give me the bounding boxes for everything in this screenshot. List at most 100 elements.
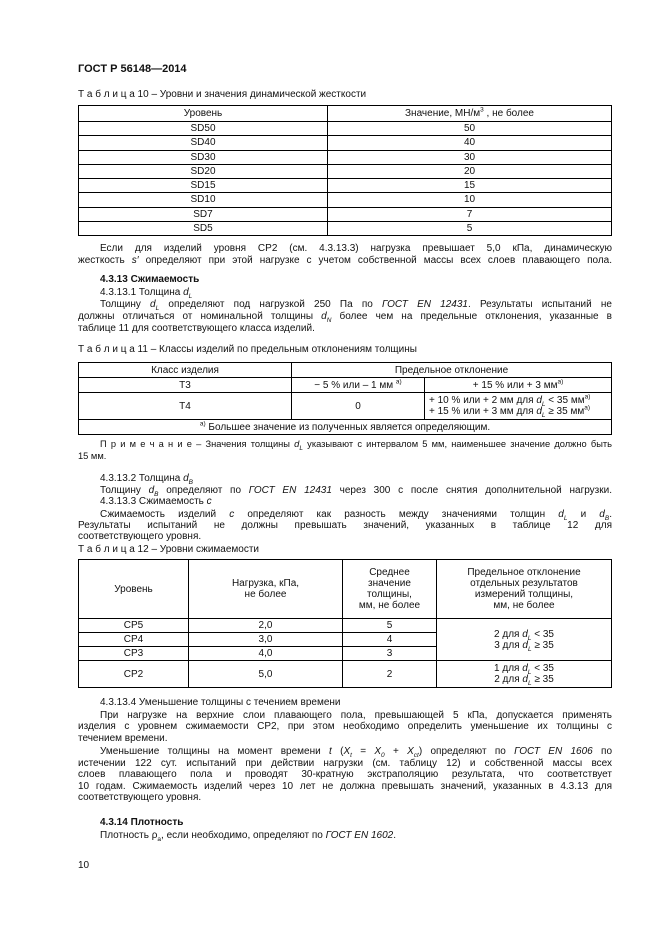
table-cell: 2 для dL < 35 3 для dL ≥ 35 bbox=[436, 618, 612, 661]
inline-term: ГОСТ EN 1606 bbox=[514, 746, 593, 757]
table-row: СР5 2,0 5 2 для dL < 35 3 для dL ≥ 35 bbox=[78, 618, 612, 661]
table-10: Уровень Значение, МН/м3 , не более SD50 5… bbox=[78, 105, 612, 237]
text-line: измерений толщины, bbox=[474, 589, 574, 600]
text-line: 10 годам. Сжимаемость изделий через 10 л… bbox=[78, 780, 612, 792]
table-cell: 3 bbox=[342, 646, 437, 661]
table-cell: СР5 bbox=[78, 618, 189, 633]
table-cell: 20 bbox=[327, 163, 612, 180]
inline-term: ГОСТ EN 1602 bbox=[325, 830, 394, 841]
table-cell: − 5 % или – 1 мм а) bbox=[291, 377, 425, 393]
table-cell: 10 bbox=[327, 192, 612, 208]
text-line: Толщину dB определяют по ГОСТ EN 12431 ч… bbox=[100, 485, 612, 498]
text-line: Уменьшение толщины на момент времени t (… bbox=[100, 746, 613, 759]
table-cell: 4 bbox=[342, 632, 437, 647]
table-cell: 30 bbox=[327, 149, 612, 165]
table-header-cell: Предельное отклонение отдельных результат… bbox=[436, 559, 612, 619]
table-cell: 1 для dL < 35 2 для dL ≥ 35 bbox=[436, 660, 612, 688]
inline-term: s′ bbox=[131, 255, 139, 266]
table-cell: СР2 bbox=[78, 660, 189, 688]
inline-term: X bbox=[374, 746, 382, 757]
subscript: L bbox=[299, 444, 303, 452]
paragraph-compressibility: Сжимаемость изделий с определяют как раз… bbox=[78, 509, 612, 542]
table-row: SD10 10 bbox=[78, 192, 612, 208]
text-line: 1 для dL < 35 bbox=[494, 663, 554, 676]
subscript: ct bbox=[413, 752, 419, 759]
inline-term: X bbox=[407, 746, 414, 757]
subsection-heading-4-3-13-4: 4.3.13.4 Уменьшение толщины с течением в… bbox=[78, 697, 612, 709]
page-number: 10 bbox=[78, 860, 90, 871]
subscript: B bbox=[188, 479, 194, 486]
subscript: L bbox=[527, 669, 532, 676]
subscript: B bbox=[154, 491, 159, 498]
text-line: Предельное отклонение bbox=[467, 567, 581, 578]
inline-term: d bbox=[522, 639, 528, 651]
text-line: + 10 % или + 2 мм для dL < 35 мма) bbox=[429, 393, 591, 408]
text-line: + 15 % или + 3 мм для dL ≥ 35 мма) bbox=[429, 404, 590, 419]
table-10-caption: Т а б л и ц а 10 – Уровни и значения дин… bbox=[78, 89, 367, 100]
paragraph-creep: Уменьшение толщины на момент времени t (… bbox=[78, 746, 612, 804]
subscript: L bbox=[188, 293, 193, 300]
superscript: а) bbox=[584, 393, 591, 401]
table-row: Т4 0 + 10 % или + 2 мм для dL < 35 мма) +… bbox=[78, 392, 612, 420]
subscript: L bbox=[155, 305, 160, 312]
table-cell: + 15 % или + 3 мма) bbox=[424, 377, 612, 393]
inline-term: d bbox=[558, 509, 564, 520]
subsection-heading-4-3-13-3: 4.3.13.3 Сжимаемость с bbox=[78, 496, 612, 508]
text-line: соответствующего уровня. bbox=[78, 531, 202, 542]
table-cell: СР4 bbox=[78, 632, 189, 647]
superscript: а) bbox=[199, 420, 206, 428]
subsection-heading-4-3-13-1: 4.3.13.1 Толщина dL bbox=[78, 287, 612, 300]
inline-term: d bbox=[183, 287, 189, 298]
text-line: истечении 122 сут. испытаний при действи… bbox=[78, 757, 612, 769]
superscript: 3 bbox=[480, 106, 484, 114]
subscript: L bbox=[527, 680, 532, 687]
text-line: 4.3.13.3 Сжимаемость с bbox=[100, 496, 212, 507]
table-row: SD5 5 bbox=[78, 220, 612, 237]
table-cell: 5 bbox=[342, 618, 437, 633]
subscript: N bbox=[326, 317, 332, 324]
table-row: СР4 3,0 4 bbox=[78, 632, 612, 647]
text-line: жесткость s′ определяют при этой нагрузк… bbox=[78, 255, 613, 266]
inline-term: d bbox=[183, 473, 189, 484]
table-cell: SD30 bbox=[78, 149, 328, 165]
text-line: 2 для dL < 35 bbox=[494, 628, 554, 642]
table-cell: 40 bbox=[327, 135, 612, 151]
table-cell: 5 bbox=[327, 220, 612, 237]
table-cell: СР3 bbox=[78, 646, 189, 661]
superscript: а) bbox=[557, 378, 564, 386]
text-line: 4.3.13.1 Толщина dL bbox=[100, 287, 193, 300]
table-cell: + 10 % или + 2 мм для dL < 35 мма) + 15 %… bbox=[424, 392, 612, 420]
inline-term: d bbox=[150, 299, 156, 310]
table-row: SD30 30 bbox=[78, 149, 612, 165]
text-line: значение bbox=[368, 578, 411, 589]
subscript: L bbox=[541, 401, 546, 408]
table-cell: Т4 bbox=[78, 392, 292, 420]
text-line: П р и м е ч а н и е – Значения толщины d… bbox=[100, 439, 612, 452]
paragraph-thickness-dl: Толщину dL определяют под нагрузкой 250 … bbox=[78, 299, 612, 335]
table-cell: 15 bbox=[327, 177, 612, 194]
subscript: L bbox=[527, 634, 532, 642]
table-cell: 3,0 bbox=[188, 632, 343, 647]
text-line: толщины, bbox=[367, 589, 412, 600]
text-line: Толщину dL определяют под нагрузкой 250 … bbox=[100, 299, 612, 312]
subsection-heading-4-3-13-2: 4.3.13.2 Толщина dB bbox=[78, 473, 612, 486]
text-line: 2 для dL ≥ 35 bbox=[494, 674, 554, 687]
text-line: Плотность ρa, если необходимо, определяю… bbox=[100, 830, 396, 843]
inline-term: d bbox=[522, 663, 528, 674]
inline-term: t bbox=[329, 746, 332, 757]
paragraph-density: Плотность ρa, если необходимо, определяю… bbox=[78, 830, 612, 843]
inline-term: ГОСТ EN 12431 bbox=[382, 299, 468, 310]
table-row: SD20 20 bbox=[78, 163, 612, 180]
text-line: Среднее bbox=[369, 567, 410, 578]
text-line: мм, не более bbox=[358, 600, 421, 611]
paragraph-thickness-reduction: При нагрузке на верхние слои плавающего … bbox=[78, 710, 612, 744]
table-cell: SD10 bbox=[78, 192, 328, 208]
inline-term: d bbox=[294, 439, 300, 449]
text-line: течением времени. bbox=[78, 732, 168, 744]
section-heading-4-3-14: 4.3.14 Плотность bbox=[78, 817, 612, 829]
table-cell: 2 bbox=[342, 660, 437, 688]
document-header: ГОСТ Р 56148—2014 bbox=[78, 63, 187, 75]
table-cell: 2,0 bbox=[188, 618, 343, 633]
inline-term: с bbox=[229, 509, 235, 520]
subscript: L bbox=[527, 645, 532, 653]
